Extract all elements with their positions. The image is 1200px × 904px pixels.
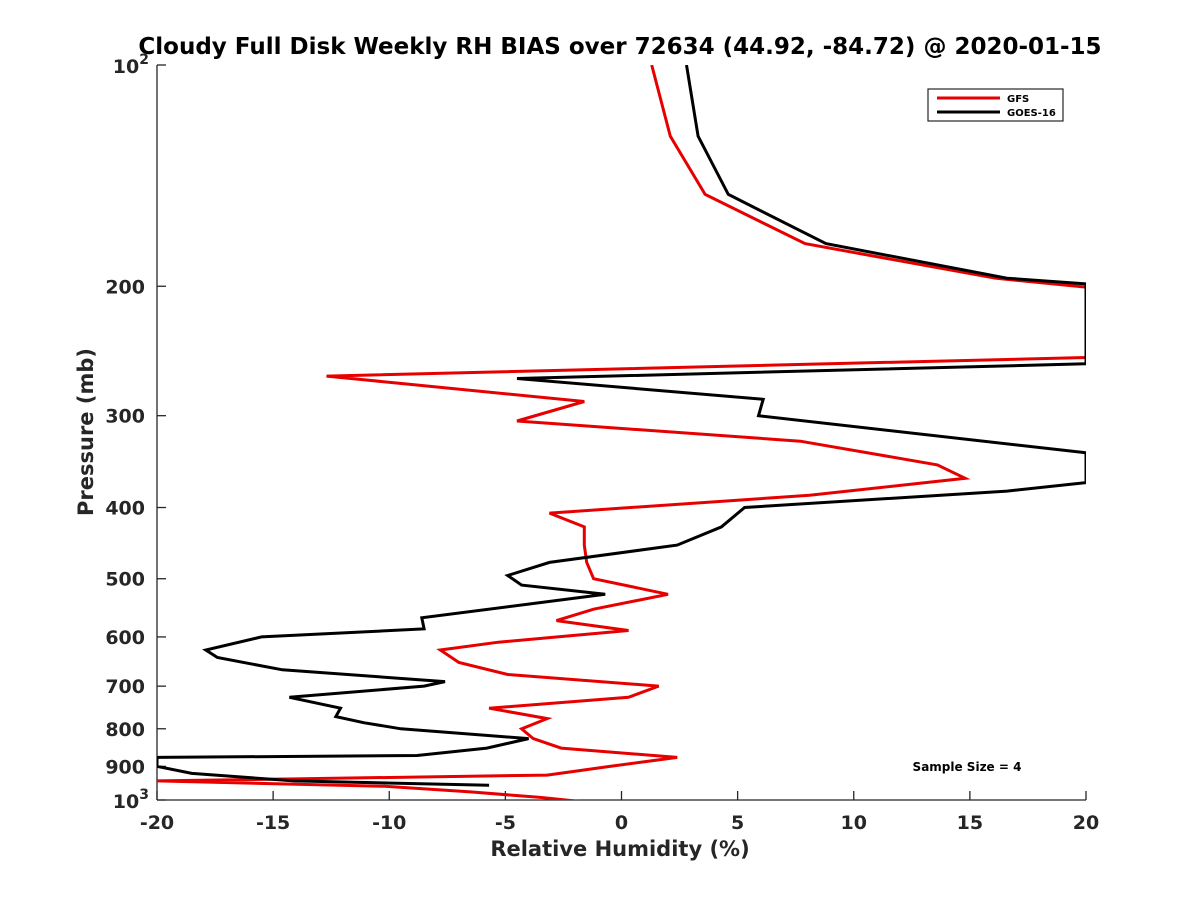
y-tick-label: 700 [105,676,145,698]
y-tick-label: 300 [105,406,145,428]
legend-label-goes-16: GOES-16 [1007,108,1056,119]
plot-area: -20 -15 -10 -5 0 5 10 15 20 102 200 300 400 500 600 700… [105,52,1099,834]
x-tick-label: -5 [495,812,516,834]
y-tick-label: 900 [105,756,145,778]
y-tick-label: 600 [105,627,145,649]
x-tick-label: 15 [957,812,983,834]
x-tick-label: 0 [615,812,628,834]
legend-box [927,88,1064,122]
y-axis-label: Pressure (mb) [74,348,98,516]
x-tick-label: -15 [256,812,290,834]
series-group [157,65,1086,800]
x-axis-label: Relative Humidity (%) [490,837,749,861]
y-tick-label: 500 [105,569,145,591]
x-tick-label: 5 [731,812,744,834]
series-line-goes-16 [157,65,1086,787]
x-tick-label: -10 [372,812,406,834]
legend: GFS GOES-16 [927,88,1064,122]
x-tick-label: 20 [1073,812,1099,834]
x-tick-label: -20 [140,812,174,834]
y-tick-label: 400 [105,498,145,520]
sample-size-annotation: Sample Size = 4 [913,760,1022,774]
legend-label-gfs: GFS [1007,94,1029,105]
x-tick-label: 10 [841,812,867,834]
y-tick-label: 102 [113,52,149,78]
y-tick-label: 800 [105,719,145,741]
series-line-gfs [157,65,1086,800]
chart-title: Cloudy Full Disk Weekly RH BIAS over 726… [138,34,1101,60]
y-tick-label: 200 [105,276,145,298]
y-tick-label: 103 [113,787,149,813]
